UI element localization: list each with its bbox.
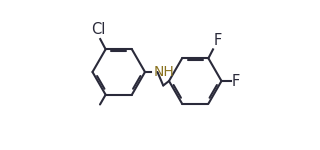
Text: NH: NH <box>153 65 174 79</box>
Text: Cl: Cl <box>92 22 106 37</box>
Text: F: F <box>214 33 222 48</box>
Text: F: F <box>232 74 240 88</box>
